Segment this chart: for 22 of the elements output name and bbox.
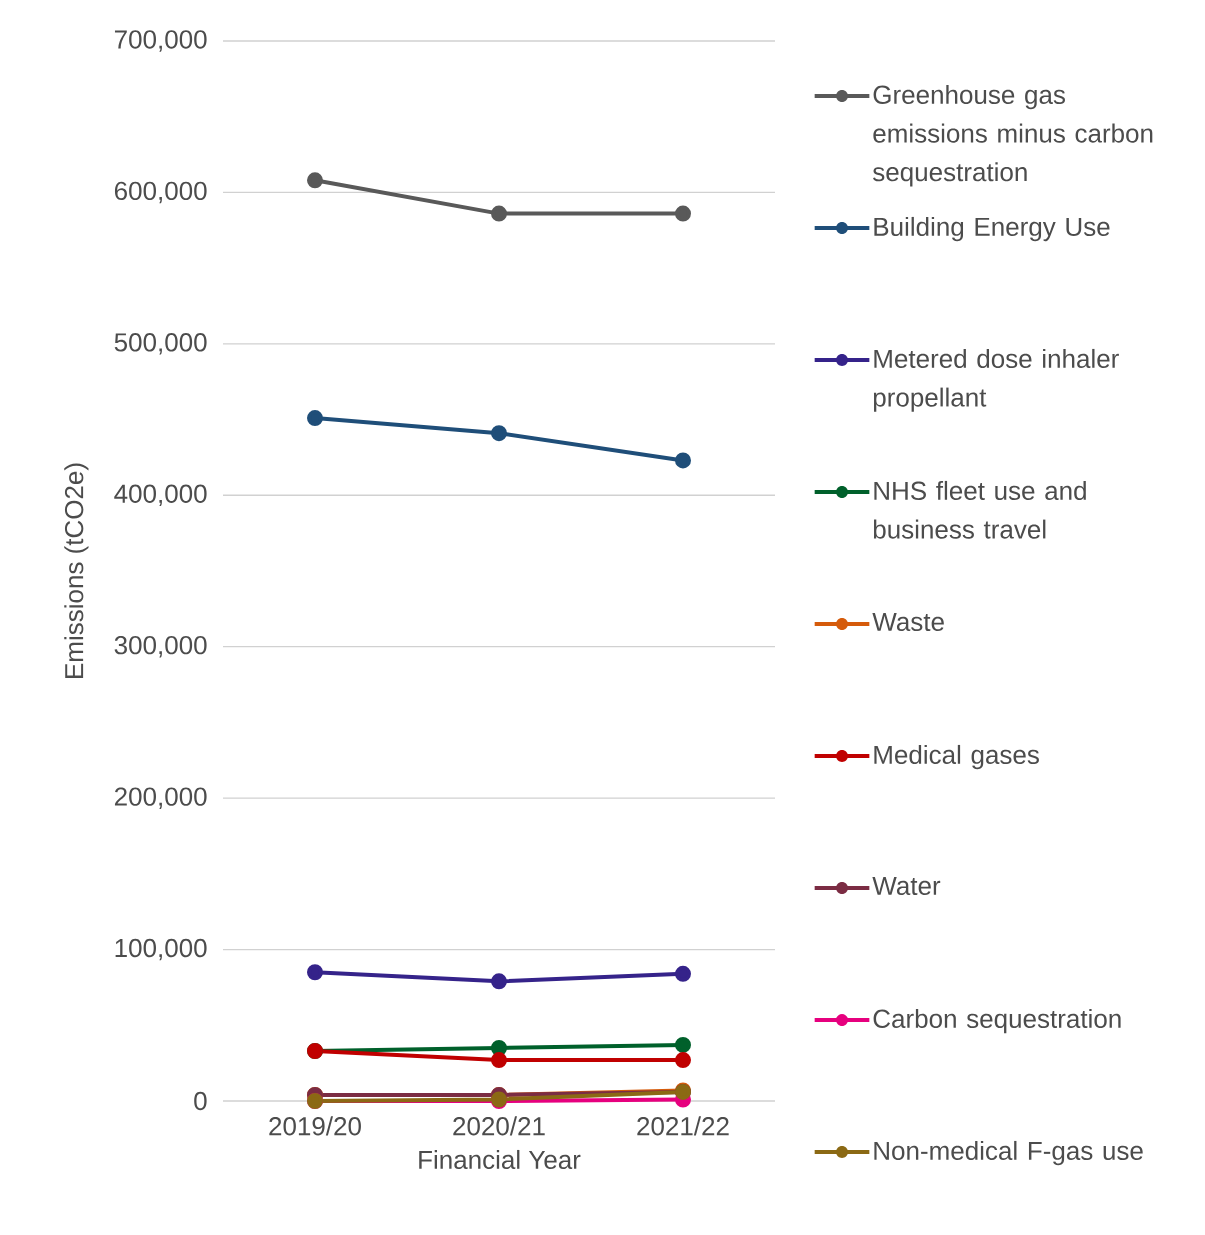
- legend-label: NHS fleet use and business travel: [873, 480, 1086, 539]
- x-tick-label: 2021/22: [637, 1116, 729, 1136]
- legend-label: Medical gases: [874, 744, 1039, 770]
- x-axis-title: Financial Year: [419, 1149, 581, 1170]
- legend-label: Carbon sequestration: [873, 1008, 1121, 1034]
- x-tick-label: 2020/21: [453, 1116, 545, 1136]
- legend-label: Greenhouse gas emissions minus carbon sequestration: [873, 84, 1153, 187]
- legend-label: Non-medical F-gas use: [874, 1140, 1143, 1166]
- legend-label: Building Energy Use: [874, 216, 1110, 242]
- y-tick-label: 600,000: [114, 181, 207, 204]
- y-tick-label: 200,000: [114, 787, 207, 809]
- y-tick-label: 500,000: [114, 333, 207, 355]
- y-tick-label: 300,000: [114, 635, 207, 658]
- y-tick-label: 400,000: [114, 484, 207, 507]
- y-tick-label: 100,000: [115, 938, 207, 961]
- legend-label: Water: [872, 876, 941, 896]
- x-tick-label: 2019/20: [269, 1116, 361, 1136]
- y-tick-label: 700,000: [114, 30, 207, 52]
- legend-label: Waste: [872, 612, 944, 632]
- legend-label: Metered dose inhaler propellant: [873, 348, 1119, 412]
- y-tick-label: 0: [194, 1091, 207, 1111]
- y-axis-title: Emissions (tCO2e): [64, 463, 89, 678]
